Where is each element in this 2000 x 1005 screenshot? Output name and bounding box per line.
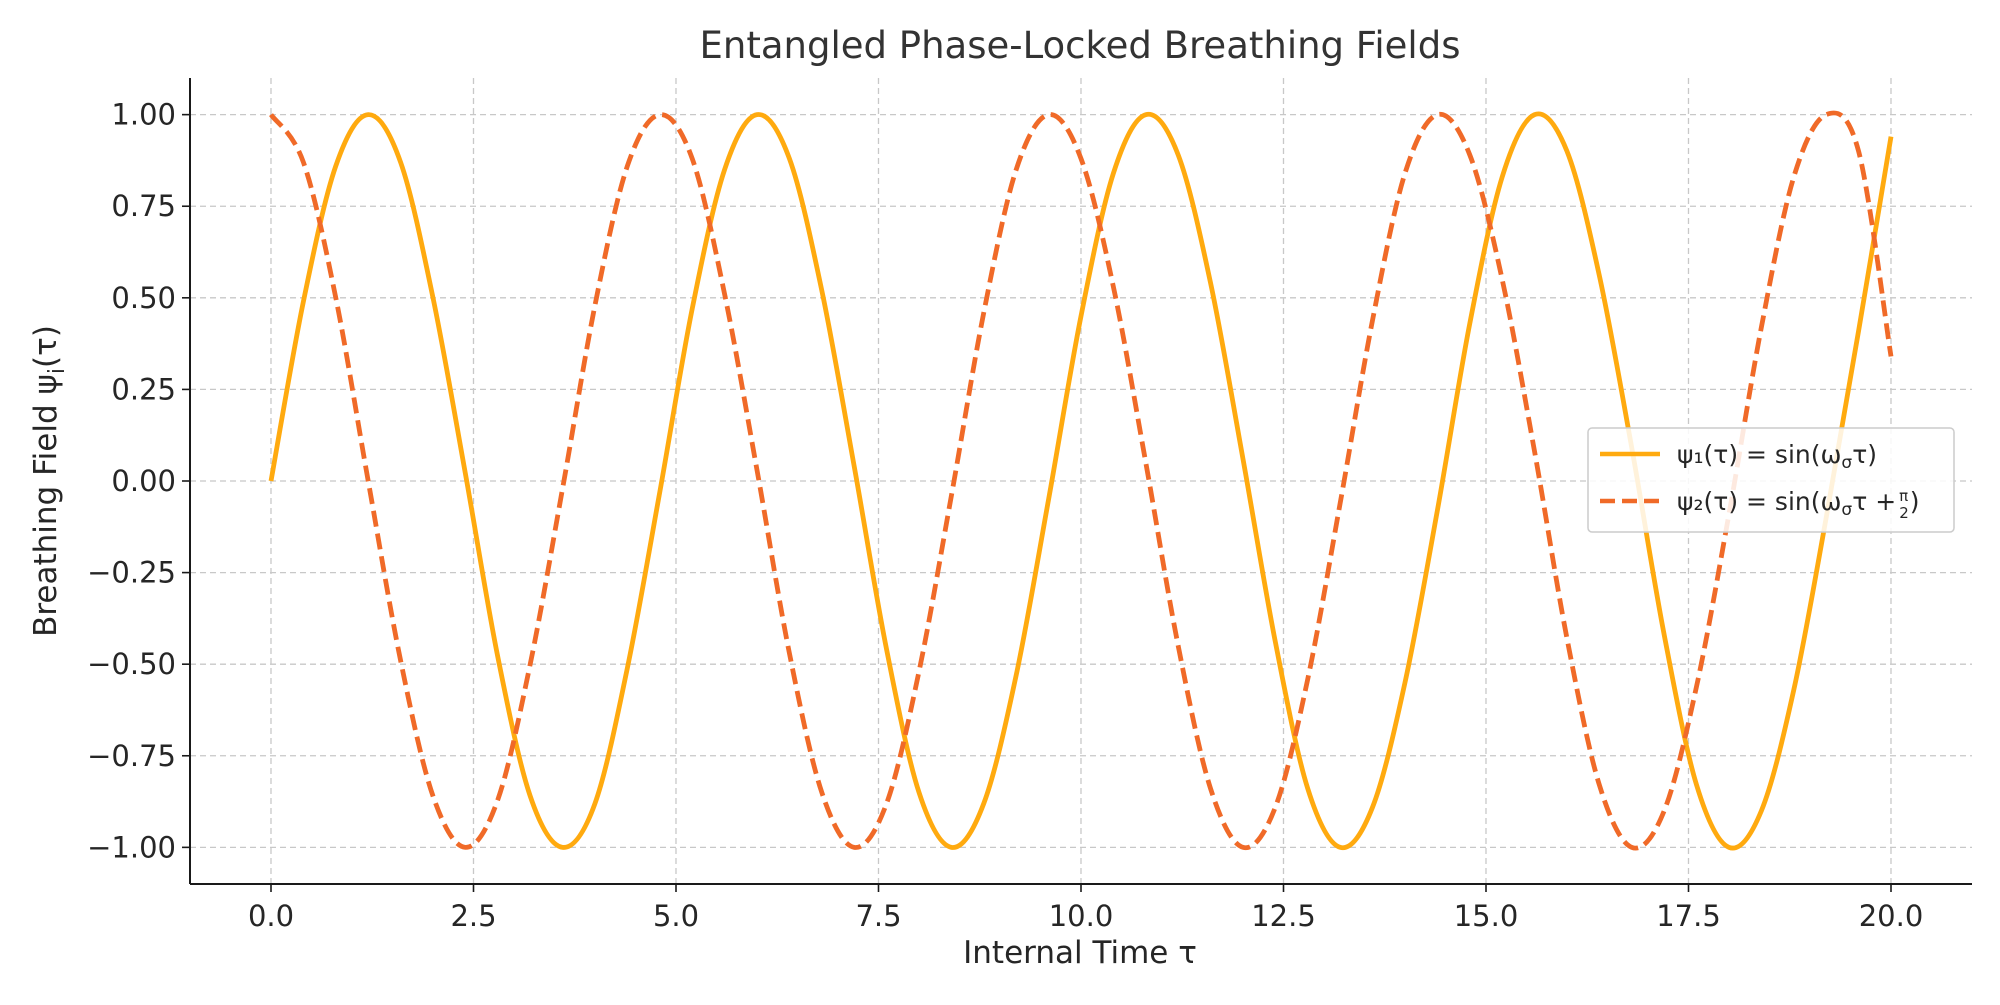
- x-tick-label: 17.5: [1656, 899, 1721, 933]
- y-tick-label: 0.25: [111, 372, 176, 406]
- chart-title: Entangled Phase-Locked Breathing Fields: [700, 24, 1461, 67]
- legend-label-psi2: ψ₂(τ) = sin(ωστ + π 2): [1677, 487, 1920, 522]
- y-axis-label-main: Breathing Field ψ: [28, 374, 64, 637]
- legend: ψ₁(τ) = sin(ωστ) ψ₂(τ) = sin(ωστ + π 2): [1587, 427, 1955, 533]
- legend-psi2-mid: τ +: [1852, 487, 1896, 516]
- x-tick-label: 12.5: [1251, 899, 1316, 933]
- legend-psi1-subscript: σ: [1841, 453, 1852, 473]
- legend-psi2-fraction-denominator: 2: [1899, 504, 1909, 522]
- legend-box: [1587, 427, 1955, 533]
- y-axis-label-suffix: (τ): [28, 325, 64, 368]
- series-line-psi2: [269, 110, 1894, 851]
- legend-psi2-suffix: ): [1910, 487, 1920, 516]
- y-tick-label: −0.25: [87, 556, 176, 590]
- legend-psi2-prefix: ψ₂(τ) = sin(ω: [1677, 487, 1841, 516]
- x-tick-label: 2.5: [450, 899, 496, 933]
- x-tick-label: 5.0: [653, 899, 699, 933]
- legend-psi2-subscript: σ: [1841, 500, 1852, 520]
- y-tick-label: −1.00: [87, 830, 176, 864]
- y-tick-label: −0.50: [87, 647, 176, 681]
- legend-psi2-fraction-numerator: π: [1899, 487, 1908, 505]
- y-tick-label: 0.50: [111, 281, 176, 315]
- x-tick-label: 20.0: [1859, 899, 1924, 933]
- y-tick-label: −0.75: [87, 739, 176, 773]
- y-axis-label-subscript: i: [45, 368, 70, 374]
- y-tick-label: 0.00: [111, 464, 176, 498]
- grid: [190, 78, 1972, 884]
- x-tick-label: 10.0: [1049, 899, 1114, 933]
- x-tick-label: 0.0: [248, 899, 294, 933]
- legend-psi1-prefix: ψ₁(τ) = sin(ω: [1677, 440, 1841, 469]
- y-tick-label: 0.75: [111, 189, 176, 223]
- legend-psi1-suffix: τ): [1852, 440, 1877, 469]
- x-tick-label: 7.5: [855, 899, 901, 933]
- x-axis-label: Internal Time τ: [963, 935, 1197, 971]
- x-tick-label: 15.0: [1454, 899, 1519, 933]
- y-axis-label: Breathing Field ψi(τ): [28, 325, 70, 637]
- legend-label-psi1: ψ₁(τ) = sin(ωστ): [1677, 440, 1877, 473]
- x-ticks: 0.0 2.5 5.0 7.5 10.0 12.5 15.0 17.5 20.0: [248, 884, 1923, 933]
- y-ticks: 1.00 0.75 0.50 0.25 0.00 −0.25 −0.50 −0.75 −1.00: [87, 98, 190, 864]
- y-tick-label: 1.00: [111, 98, 176, 132]
